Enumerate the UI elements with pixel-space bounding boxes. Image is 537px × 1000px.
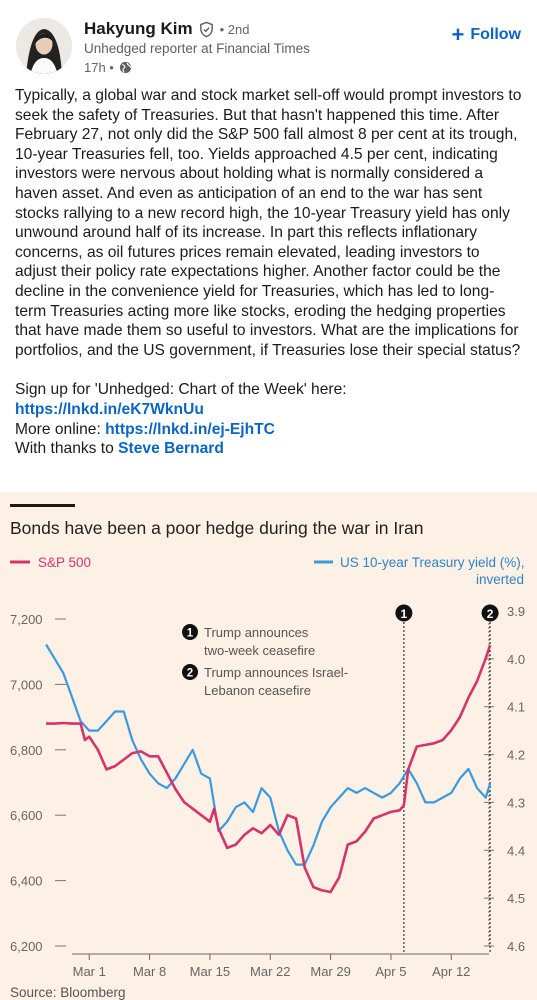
thanks-link[interactable]: Steve Bernard [118, 440, 224, 458]
right-axis-tick-label: 4.4 [507, 843, 525, 858]
right-axis-tick-label: 3.9 [507, 604, 525, 619]
annotation-key-marker-label-2: 2 [187, 668, 193, 680]
x-axis-tick-label: Mar 29 [310, 964, 350, 979]
annotation-key-marker-label-1: 1 [187, 628, 194, 640]
thanks-text: With thanks to [15, 440, 119, 458]
annotation-marker-1 [395, 604, 413, 622]
left-axis-tick-label: 6,400 [10, 874, 43, 889]
follow-label: Follow [470, 26, 521, 43]
chart-legend: S&P 500 US 10-year Treasury yield (%), inv… [10, 555, 525, 587]
chart-title: Bonds have been a poor hedge during the … [10, 518, 424, 538]
x-axis-tick-label: Apr 12 [432, 964, 470, 979]
annotation-text-1-line2: two-week ceasefire [204, 643, 315, 658]
annotation-text-2-line2: Lebanon ceasefire [204, 683, 311, 698]
author-headline: Unhedged reporter at Financial Times [84, 41, 310, 56]
chart-plot: 7,200 7,000 6,800 6,600 6,400 6,200 3.9 4.0 4.1 4… [10, 604, 525, 979]
x-axis-tick-label: Mar 1 [73, 964, 106, 979]
signup-text: Sign up for 'Unhedged: Chart of the Week… [15, 381, 347, 399]
right-axis-tick-label: 4.0 [507, 652, 525, 667]
annotation-key-marker-2 [182, 664, 198, 680]
annotation-text-1: Trump announces [204, 625, 309, 640]
more-online-text: More online: [15, 420, 106, 438]
author-name[interactable]: Hakyung Kim [84, 19, 193, 38]
left-axis-tick-label: 7,000 [10, 677, 43, 692]
left-axis-tick-label: 6,200 [10, 939, 43, 954]
chart-svg: Bonds have been a poor hedge during the … [10, 504, 525, 1000]
signup-line: Sign up for 'Unhedged: Chart of the Week… [15, 380, 522, 419]
legend-label-treasury-line1: US 10-year Treasury yield (%), [340, 555, 525, 570]
more-online-link[interactable]: https://lnkd.in/ej-EjhTC [105, 420, 275, 438]
globe-icon [119, 61, 131, 74]
annotation-marker-label-2: 2 [487, 607, 494, 621]
avatar-image [16, 18, 72, 74]
author-avatar[interactable] [16, 18, 72, 74]
left-axis-tick-label: 7,200 [10, 612, 43, 627]
x-axis-tick-label: Mar 22 [250, 964, 290, 979]
signup-link[interactable]: https://lnkd.in/eK7WknUu [15, 400, 204, 418]
right-axis-tick-label: 4.5 [507, 891, 525, 906]
verified-shield-icon [199, 21, 213, 37]
annotation-marker-2 [481, 604, 499, 622]
follow-button[interactable]: + Follow [451, 22, 521, 47]
post-time: 17h • [84, 60, 114, 75]
more-online-line: More online: https://lnkd.in/ej-EjhTC [15, 420, 522, 440]
plus-icon: + [451, 22, 465, 47]
x-axis-tick-label: Mar 15 [190, 964, 230, 979]
annotation-key-marker-1 [182, 624, 198, 640]
chart-source: Source: Bloomberg [10, 985, 126, 1000]
left-axis-tick-label: 6,600 [10, 808, 43, 823]
right-axis-tick-label: 4.6 [507, 939, 525, 954]
x-axis-tick-label: Apr 5 [375, 964, 406, 979]
post-meta: 17h • [84, 60, 133, 75]
thanks-line: With thanks to Steve Bernard [15, 439, 522, 459]
post-body: Typically, a global war and stock market… [15, 86, 522, 459]
x-axis-tick-label: Mar 8 [133, 964, 166, 979]
ft-title-rule [10, 504, 75, 507]
post-header: Hakyung Kim • 2nd Unhedged reporter at F… [0, 0, 537, 82]
right-axis-tick-label: 4.3 [507, 795, 525, 810]
author-name-row: Hakyung Kim • 2nd [84, 19, 250, 39]
connection-degree: • 2nd [219, 21, 250, 37]
chart-image[interactable]: Bonds have been a poor hedge during the … [0, 492, 537, 1000]
legend-label-sp500: S&P 500 [38, 555, 91, 570]
legend-label-treasury-line2: inverted [476, 572, 524, 587]
series-line-treasury [45, 643, 492, 866]
annotation-marker-label-1: 1 [401, 607, 408, 621]
left-axis-tick-label: 6,800 [10, 743, 43, 758]
series-line-sp500 [46, 644, 492, 894]
post-text: Typically, a global war and stock market… [15, 87, 522, 359]
annotation-text-2: Trump announces Israel- [204, 665, 348, 680]
right-axis-tick-label: 4.1 [507, 700, 525, 715]
right-axis-tick-label: 4.2 [507, 748, 525, 763]
